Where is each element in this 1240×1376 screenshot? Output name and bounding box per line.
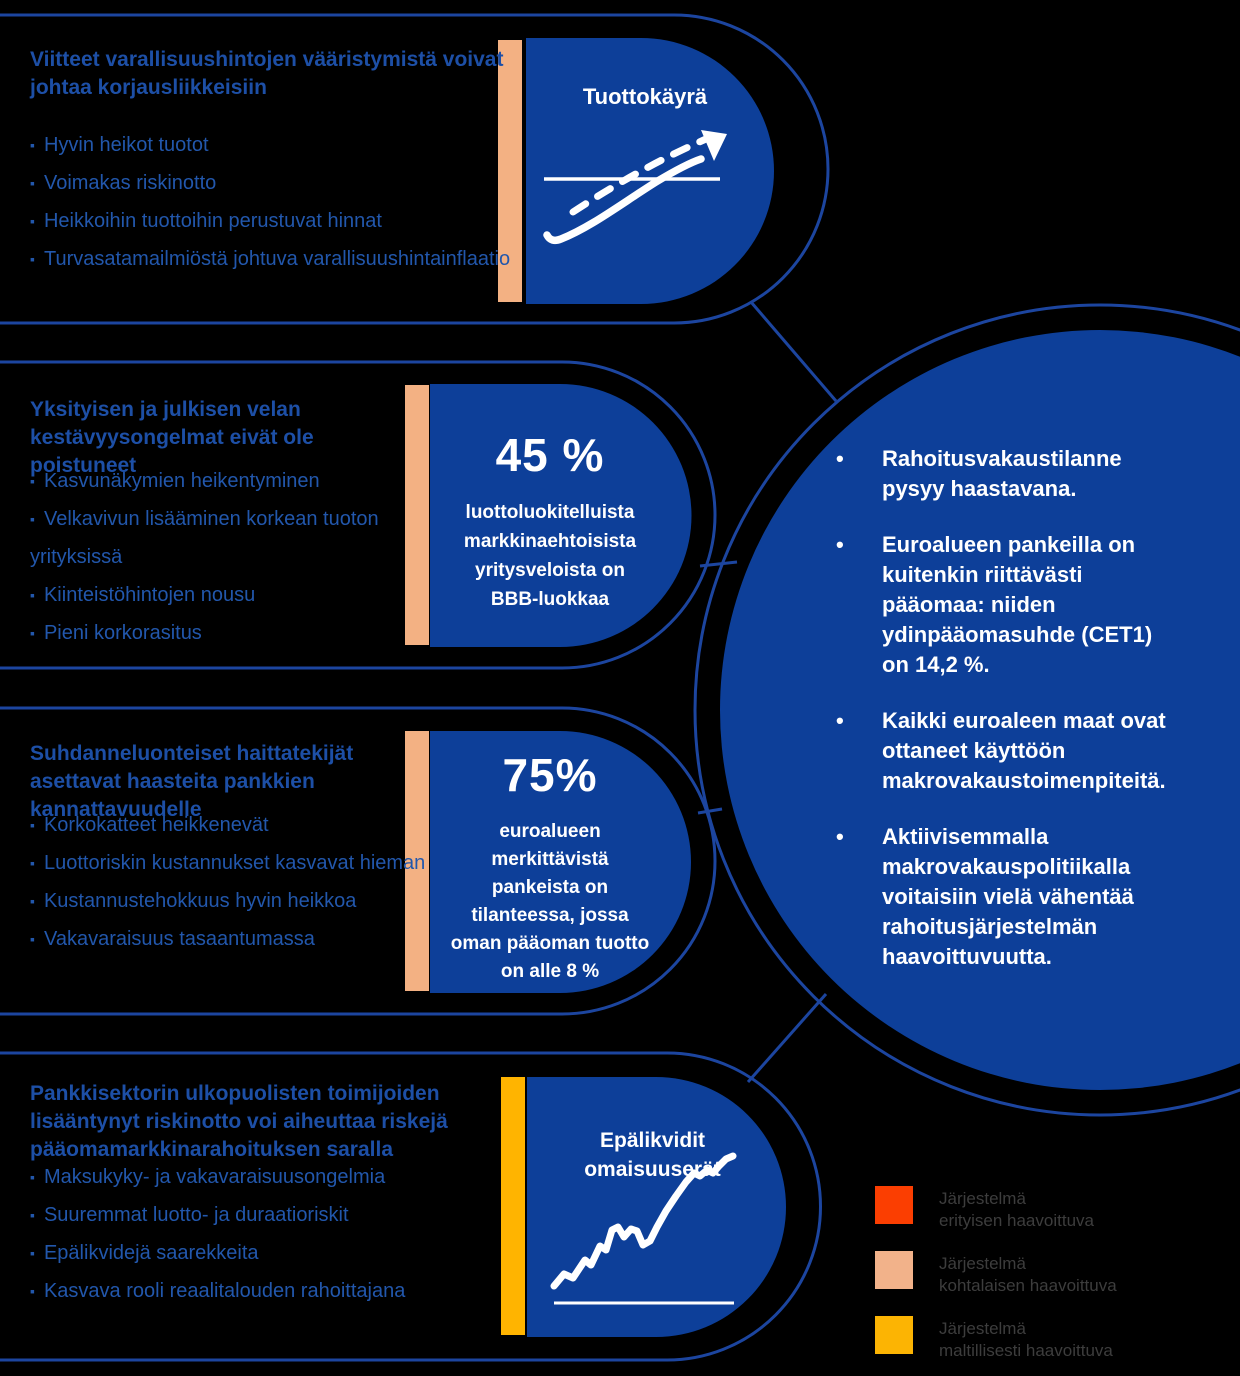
legend-swatch-peach [875,1251,913,1289]
summary-item: • Euroalueen pankeilla on kuitenkin riit… [836,532,1153,677]
section2-bullets: ▪ Kasvunäkymien heikentyminen ▪ Velkavivun… [30,462,445,652]
legend-swatch-red [875,1186,913,1224]
bullet-marker-icon: ▪ [30,175,35,191]
list-bullet-icon: • [836,824,844,849]
shape-row1 [526,38,774,304]
stat-45-description: luottoluokitelluista markkinaehtoisista … [463,502,637,610]
bullet-item: ▪ Kasvunäkymien heikentyminen [30,470,320,492]
legend-item: Järjestelmä erityisen haavoittuva [875,1186,1205,1232]
capsule-outline-row3 [0,706,717,1016]
bullet-item: ▪ Vakavaraisuus tasaantumassa [30,928,315,950]
accent-bar-row4 [501,1077,525,1335]
stat-75-description: euroalueen merkittävistä pankeista on ti… [450,821,650,982]
connector-row4 [746,993,828,1083]
bullet-item: ▪ Epälikvidejä saarekkeita [30,1242,259,1264]
summary-item: • Rahoitusvakaustilanne pysyy haastavana… [836,446,1122,501]
yield-curve-icon [543,130,727,245]
shape-row2 [430,384,692,647]
capsule-outline-row1 [0,13,830,325]
bullet-marker-icon: ▪ [30,137,35,153]
summary-item: • Kaikki euroaleen maat ovat ottaneet kä… [836,708,1166,793]
bullet-item: ▪ Luottoriskin kustannukset kasvavat hiem… [30,852,426,874]
legend-label: Järjestelmä maltillisesti haavoittuva [939,1319,1113,1360]
bullet-marker-icon: ▪ [30,511,35,527]
bullet-marker-icon: ▪ [30,473,35,489]
section1-title: Viitteet varallisuushintojen vääristymis… [30,48,504,99]
list-bullet-icon: • [836,446,844,471]
illiquid-assets-shape-label: Epälikvidit omaisuuserät [584,1129,721,1181]
bullet-marker-icon: ▪ [30,931,35,947]
bullet-item: ▪ Velkavivun lisääminen korkean tuoton yr… [30,508,379,568]
bullet-marker-icon: ▪ [30,1283,35,1299]
shape-row4 [527,1077,786,1337]
bullet-marker-icon: ▪ [30,1245,35,1261]
section4-bullets: ▪ Maksukyky- ja vakavaraisuusongelmia ▪ Su… [30,1158,512,1310]
bullet-item: ▪ Hyvin heikot tuotot [30,134,209,156]
bullet-item: ▪ Suuremmat luotto- ja duraatioriskit [30,1204,349,1226]
bullet-item: ▪ Korkokatteet heikkenevät [30,814,269,836]
bullet-marker-icon: ▪ [30,213,35,229]
legend-swatch-amber [875,1316,913,1354]
shape-row3 [430,731,691,993]
bullet-item: ▪ Kasvava rooli reaalitalouden rahoittaja… [30,1280,406,1302]
bullet-marker-icon: ▪ [30,587,35,603]
stat-45-percent: 45 % [495,429,605,481]
bullet-marker-icon: ▪ [30,855,35,871]
section1-bullets: ▪ Hyvin heikot tuotot ▪ Voimakas riskinott… [30,126,512,278]
summary-circle [720,330,1240,1090]
bullet-item: ▪ Heikkoihin tuottoihin perustuvat hinnat [30,210,382,232]
bullet-item: ▪ Maksukyky- ja vakavaraisuusongelmia [30,1166,386,1188]
bullet-marker-icon: ▪ [30,251,35,267]
accent-bar-row1 [498,40,522,302]
bullet-marker-icon: ▪ [30,1207,35,1223]
bullet-item: ▪ Turvasatamailmiöstä johtuva varallisuus… [30,248,511,270]
bullet-item: ▪ Pieni korkorasitus [30,622,202,644]
bullet-marker-icon: ▪ [30,1169,35,1185]
accent-bar-row3 [405,731,429,991]
capsule-outline-row4 [0,1051,822,1362]
summary-item: • Aktiivisemmalla makrovakauspolitiikall… [836,824,1134,969]
connector-row2 [699,560,738,568]
summary-circle-ring [693,303,1240,1117]
bullet-item: ▪ Kustannustehokkuus hyvin heikkoa [30,890,357,912]
yield-curve-shape-label: Tuottokäyrä [582,84,708,109]
capsule-outline-row2 [0,360,717,670]
bullet-marker-icon: ▪ [30,625,35,641]
bullet-item: ▪ Voimakas riskinotto [30,172,217,194]
section4-title: Pankkisektorin ulkopuolisten toimijoiden… [30,1082,448,1161]
vulnerability-legend: Järjestelmä erityisen haavoittuva Järjes… [875,1186,1205,1376]
bullet-marker-icon: ▪ [30,817,35,833]
list-bullet-icon: • [836,532,844,557]
bullet-marker-icon: ▪ [30,893,35,909]
section3-bullets: ▪ Korkokatteet heikkenevät ▪ Luottoriskin … [30,806,445,958]
connector-row1 [749,301,838,402]
legend-item: Järjestelmä maltillisesti haavoittuva [875,1316,1205,1362]
summary-list: • Rahoitusvakaustilanne pysyy haastavana… [832,444,1200,998]
legend-item: Järjestelmä kohtalaisen haavoittuva [875,1251,1205,1297]
accent-bar-row2 [405,385,429,645]
list-bullet-icon: • [836,708,844,733]
section2-title: Yksityisen ja julkisen velan kestävyyson… [30,398,314,477]
legend-label: Järjestelmä erityisen haavoittuva [939,1189,1094,1230]
rising-line-icon [550,1152,737,1305]
section3-title: Suhdanneluonteiset haittatekijät asettav… [30,742,354,821]
legend-label: Järjestelmä kohtalaisen haavoittuva [939,1254,1117,1295]
bullet-item: ▪ Kiinteistöhintojen nousu [30,584,256,606]
connector-row3 [697,807,723,815]
stat-75-percent: 75% [502,749,598,801]
